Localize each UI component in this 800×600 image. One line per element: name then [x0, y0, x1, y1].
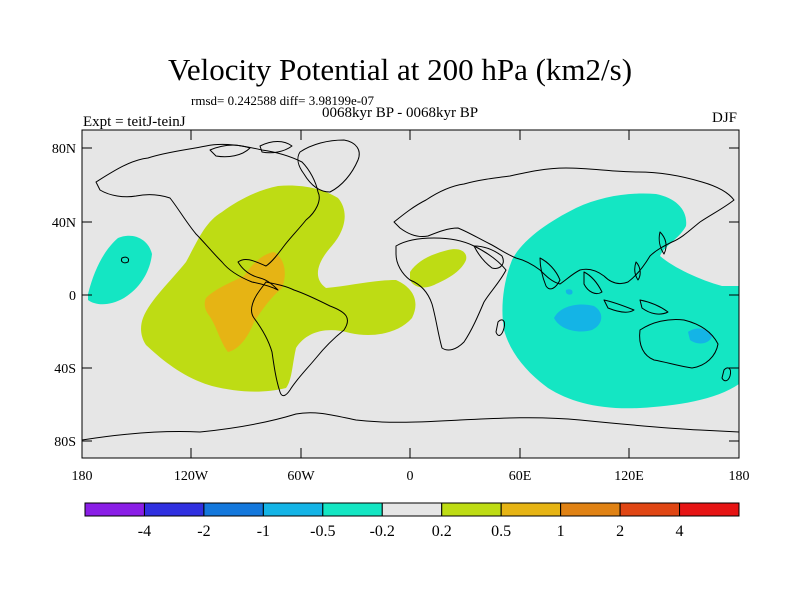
colorbar-swatch	[619, 502, 681, 517]
negative-core-australia-east	[688, 328, 712, 344]
plot-title: Velocity Potential at 200 hPa (km2/s)	[167, 52, 633, 87]
period-label: 0068kyr BP - 0068kyr BP	[322, 105, 479, 121]
colorbar-label: -4	[138, 523, 151, 540]
y-axis-ticks	[82, 147, 739, 442]
negative-region-indo-pacific	[502, 193, 739, 409]
rmsd-diff-stats: rmsd= 0.242588 diff= 3.98199e-07	[191, 93, 375, 108]
negative-core-indian-ocean-north	[565, 289, 573, 295]
negative-core-indian-ocean	[554, 304, 602, 332]
colorbar-swatch	[203, 502, 264, 517]
colorbar	[84, 502, 740, 517]
colorbar-label: 2	[616, 523, 624, 540]
colorbar-label: -0.5	[310, 523, 335, 540]
x-tick-label: 60E	[509, 469, 532, 484]
colorbar-swatch	[322, 502, 383, 517]
x-tick-label: 180	[72, 469, 93, 484]
colorbar-label: 0.2	[432, 523, 452, 540]
positive-core-central-america	[204, 252, 285, 352]
colorbar-swatch	[381, 502, 443, 517]
positive-region-africa	[410, 249, 467, 288]
colorbar-label: 0.5	[491, 523, 511, 540]
colorbar-swatch	[262, 502, 324, 517]
y-tick-label: 80S	[54, 435, 76, 450]
colorbar-label: -2	[197, 523, 210, 540]
colorbar-swatch	[441, 502, 502, 517]
x-axis-ticks	[81, 130, 740, 458]
x-tick-label: 180	[729, 469, 750, 484]
negative-region-central-pacific	[88, 235, 152, 305]
x-tick-label: 0	[407, 469, 414, 484]
colorbar-swatch	[500, 502, 562, 517]
x-tick-label: 120W	[174, 469, 209, 484]
colorbar-labels: -4 -2 -1 -0.5 -0.2 0.2 0.5 1 2 4	[138, 523, 684, 540]
x-tick-label: 60W	[287, 469, 315, 484]
y-tick-label: 40S	[54, 362, 76, 377]
colorbar-swatch	[560, 502, 621, 517]
experiment-label: Expt = teitJ-teinJ	[83, 114, 186, 130]
colorbar-label: 4	[676, 523, 684, 540]
colorbar-swatch	[679, 502, 740, 517]
coastlines	[82, 139, 739, 441]
colorbar-label: -0.2	[370, 523, 395, 540]
y-tick-label: 80N	[52, 142, 76, 157]
y-tick-label: 0	[69, 289, 76, 304]
season-label: DJF	[712, 110, 738, 126]
colorbar-swatch	[84, 502, 145, 517]
x-tick-label: 120E	[614, 469, 644, 484]
colorbar-label: -1	[257, 523, 270, 540]
colorbar-swatch	[143, 502, 205, 517]
y-tick-label: 40N	[52, 216, 76, 231]
colorbar-label: 1	[557, 523, 565, 540]
